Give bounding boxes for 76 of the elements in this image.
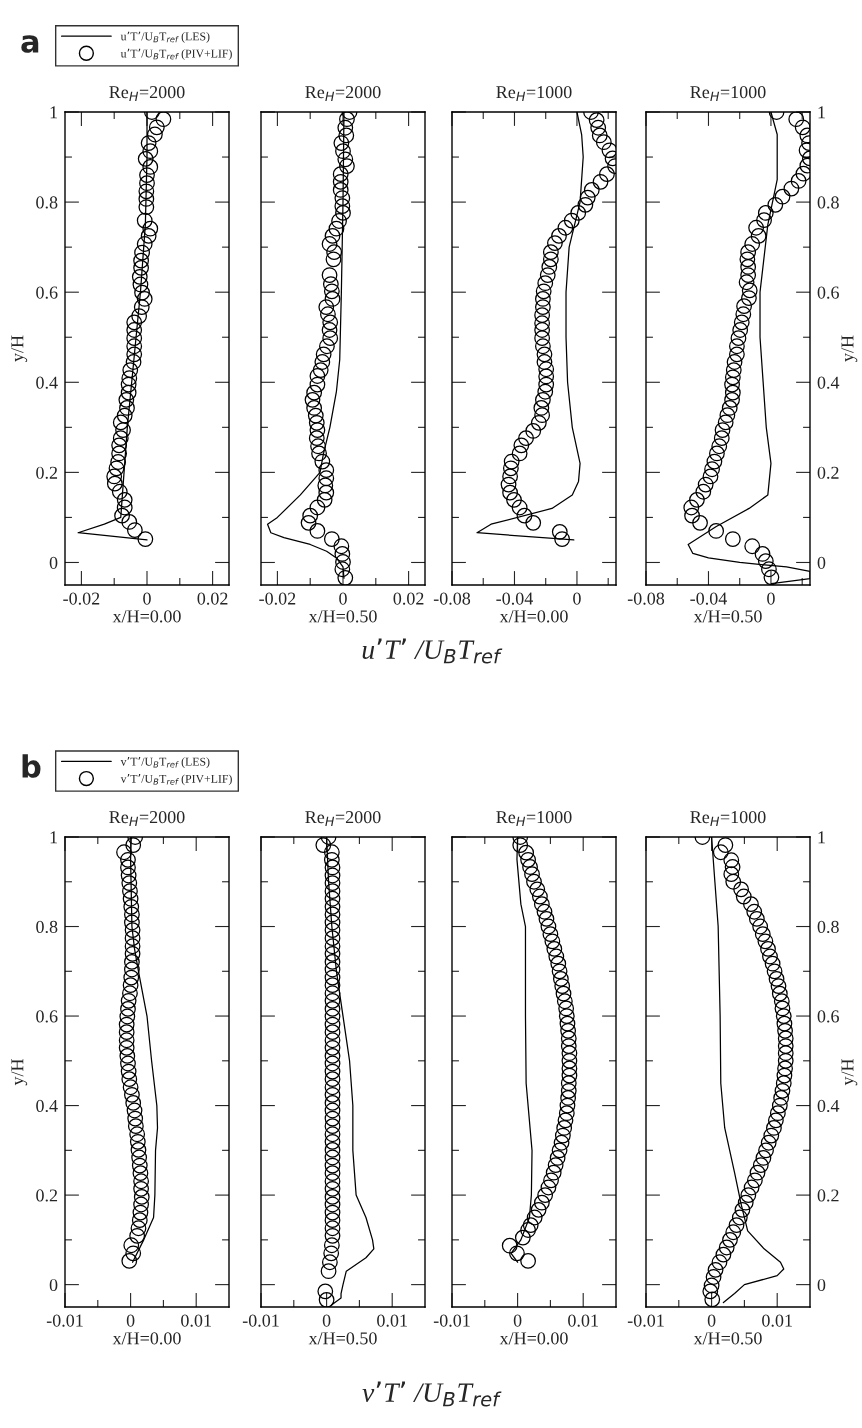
y-tick-label: 0.8	[36, 920, 58, 934]
x-tick-label: 0	[513, 1314, 522, 1327]
text: a	[21, 35, 39, 53]
x-axis-title: x/H=0.00	[499, 1332, 568, 1345]
y-tick-label: 0	[817, 1278, 826, 1292]
y-tick-label: 0.8	[36, 196, 58, 209]
chart-title: Re$_{H}$=2000	[109, 811, 185, 826]
x-tick-label: -0.01	[627, 1314, 664, 1327]
y-tick-label: 1	[818, 106, 825, 119]
y-tick-label: 0.6	[36, 1010, 58, 1023]
x-tick-label: 0.02	[197, 592, 228, 605]
y-tick-label: 0.6	[817, 286, 839, 299]
chart-title: Re$_{H}$=1000	[496, 86, 572, 101]
x-tick-label: 0.01	[568, 1314, 598, 1327]
text: u’T’ /U$_{B}$T$_{ref}$	[362, 638, 503, 664]
text: v’T’ /U$_{B}$T$_{ref}$	[362, 1381, 502, 1407]
y-tick-label: 0.4	[817, 376, 840, 389]
x-tick-label: -0.04	[690, 592, 727, 605]
x-axis-title: x/H=0.50	[308, 610, 377, 623]
y-tick-label: 1	[50, 106, 57, 119]
chart-title: Re$_{H}$=1000	[496, 811, 572, 826]
legend-label: v’T’/U$_{B}$T$_{ref}$ (LES)	[120, 756, 210, 769]
y-axis-title: y/H	[841, 335, 858, 362]
x-tick-label: -0.01	[242, 1314, 279, 1327]
y-tick-label: 0.2	[817, 1189, 839, 1202]
x-tick-label: 0	[707, 1314, 716, 1327]
y-tick-label: 0.8	[817, 920, 839, 934]
x-tick-label: 0	[573, 592, 581, 605]
x-tick-label: -0.02	[63, 592, 100, 605]
x-axis-title: x/H=0.50	[693, 1332, 762, 1345]
chart-title: Re$_{H}$=2000	[305, 811, 381, 826]
x-axis-title: x/H=0.00	[499, 610, 568, 623]
x-tick-label: 0	[322, 1314, 331, 1327]
text: b	[22, 754, 41, 778]
y-tick-label: 0.4	[817, 1099, 840, 1113]
y-axis-title: y/H	[11, 335, 28, 362]
x-tick-label: -0.02	[259, 592, 296, 605]
x-tick-label: -0.04	[496, 592, 533, 605]
chart-title: Re$_{H}$=2000	[305, 86, 381, 101]
x-tick-label: 0.02	[393, 592, 424, 605]
legend-label: v’T’/U$_{B}$T$_{ref}$ (PIV+LIF)	[120, 774, 232, 786]
legend-label: u’T’/U$_{B}$T$_{ref}$ (LES)	[120, 31, 210, 43]
y-tick-label: 0.2	[36, 1189, 58, 1202]
y-tick-label: 0.8	[817, 196, 839, 209]
chart-title: Re$_{H}$=1000	[690, 811, 766, 826]
y-tick-label: 1	[818, 831, 825, 844]
x-axis-title: x/H=0.50	[308, 1332, 377, 1345]
x-tick-label: 0.01	[762, 1314, 792, 1327]
x-tick-label: 0	[143, 592, 151, 605]
x-tick-label: 0.01	[377, 1314, 407, 1327]
y-tick-label: 0.4	[36, 376, 58, 389]
x-tick-label: 0	[767, 592, 775, 605]
y-tick-label: 0.6	[817, 1010, 839, 1023]
x-tick-label: 0	[126, 1314, 135, 1327]
x-tick-label: -0.01	[433, 1314, 470, 1327]
chart-title: Re$_{H}$=2000	[109, 86, 185, 101]
y-tick-label: 0	[49, 556, 58, 569]
y-tick-label: 0.2	[36, 466, 58, 479]
y-tick-label: 0	[49, 1278, 58, 1292]
y-tick-label: 1	[50, 831, 57, 844]
x-tick-label: -0.08	[627, 592, 665, 605]
y-tick-label: 0.6	[36, 286, 58, 299]
x-tick-label: 0	[339, 592, 347, 605]
x-tick-label: 0.01	[181, 1314, 211, 1327]
legend-label: u’T’/U$_{B}$T$_{ref}$ (PIV+LIF)	[120, 48, 232, 60]
x-axis-title: x/H=0.00	[112, 1332, 181, 1345]
y-tick-label: 0	[817, 556, 826, 569]
y-axis-title: y/H	[11, 1058, 28, 1086]
y-tick-label: 0.2	[817, 466, 839, 479]
chart-title: Re$_{H}$=1000	[690, 86, 766, 101]
x-tick-label: -0.01	[46, 1314, 83, 1327]
y-tick-label: 0.4	[36, 1099, 58, 1113]
y-axis-title: y/H	[841, 1058, 858, 1086]
x-axis-title: x/H=0.50	[693, 610, 762, 623]
x-axis-title: x/H=0.00	[112, 610, 181, 623]
x-tick-label: -0.08	[433, 592, 471, 605]
